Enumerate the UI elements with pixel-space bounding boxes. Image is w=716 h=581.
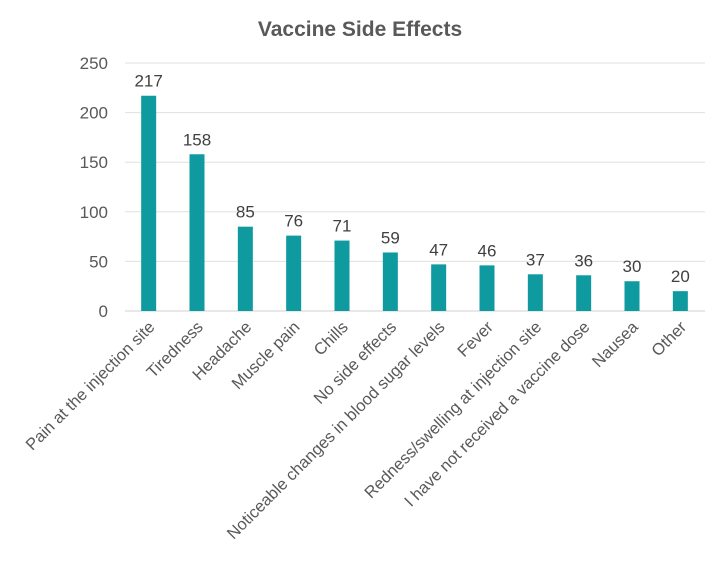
data-label: 158	[183, 130, 211, 149]
bar	[431, 264, 447, 311]
category-label: Chills	[311, 318, 352, 359]
gridlines	[125, 62, 705, 312]
bar	[141, 95, 157, 312]
category-label: Other	[648, 318, 690, 360]
data-labels: 217 158 85 76 71 59 47 46 37 36 30 20	[134, 72, 689, 286]
bar	[334, 240, 350, 311]
category-label: Redness/swelling at injection site	[361, 318, 545, 502]
data-label: 217	[134, 72, 162, 91]
y-tick-label: 150	[80, 153, 108, 172]
category-label: Nausea	[589, 318, 643, 372]
data-label: 47	[429, 240, 448, 259]
chart-title: Vaccine Side Effects	[258, 18, 462, 41]
bar	[527, 274, 543, 311]
data-label: 76	[284, 212, 303, 231]
y-tick-label: 200	[80, 104, 108, 123]
y-tick-label: 50	[89, 252, 108, 271]
data-label: 30	[623, 257, 642, 276]
category-labels: Pain at the injection siteTirednessHeada…	[23, 318, 691, 543]
data-label: 59	[381, 228, 400, 247]
data-label: 85	[236, 203, 255, 222]
bar	[479, 265, 495, 311]
bar	[189, 154, 205, 311]
bar	[286, 235, 302, 311]
bar	[576, 275, 592, 311]
data-label: 36	[574, 251, 593, 270]
bars	[141, 95, 688, 312]
bar	[382, 252, 398, 311]
category-label: Fever	[454, 318, 497, 361]
data-label: 46	[478, 241, 497, 260]
bar	[624, 281, 640, 311]
y-tick-label: 100	[80, 203, 108, 222]
category-label: No side effects	[310, 318, 400, 408]
y-axis-ticks: 0 50 100 150 200 250	[80, 54, 108, 321]
bar	[672, 291, 688, 311]
bar	[237, 226, 253, 311]
y-tick-label: 250	[80, 54, 108, 73]
data-label: 37	[526, 250, 545, 269]
category-label: Pain at the injection site	[23, 318, 159, 454]
y-tick-label: 0	[99, 302, 108, 321]
data-label: 20	[671, 267, 690, 286]
data-label: 71	[333, 217, 352, 236]
